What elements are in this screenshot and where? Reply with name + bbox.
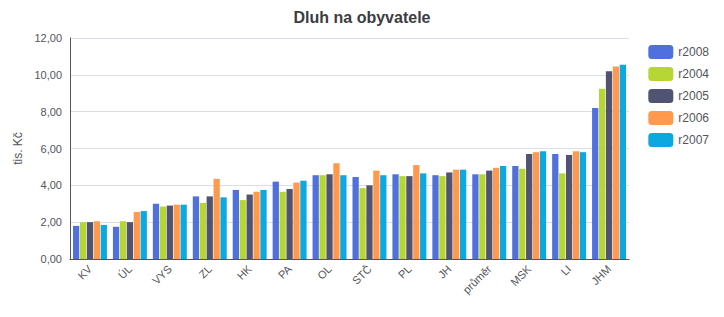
svg-text:r2005: r2005 [678,89,709,103]
svg-text:8,00: 8,00 [41,106,62,118]
svg-text:JHM: JHM [589,263,613,287]
svg-text:r2008: r2008 [678,45,709,59]
svg-text:JH: JH [436,263,454,281]
svg-text:tis. Kč: tis. Kč [11,132,25,165]
svg-text:HK: HK [235,262,255,282]
svg-text:Dluh na obyvatele: Dluh na obyvatele [294,9,431,26]
svg-text:KV: KV [75,262,94,281]
svg-text:LI: LI [558,263,573,278]
svg-text:PL: PL [396,263,414,281]
svg-text:MSK: MSK [508,262,534,288]
svg-text:ZL: ZL [196,263,214,281]
svg-text:r2007: r2007 [678,133,709,147]
svg-text:PA: PA [276,262,295,281]
svg-text:VYS: VYS [150,263,174,287]
svg-text:2,00: 2,00 [41,216,62,228]
svg-text:průměr: průměr [460,263,493,296]
svg-text:r2004: r2004 [678,67,709,81]
svg-text:12,00: 12,00 [34,32,62,44]
svg-text:OL: OL [315,263,334,282]
svg-text:r2006: r2006 [678,111,709,125]
svg-text:4,00: 4,00 [41,179,62,191]
svg-text:6,00: 6,00 [41,143,62,155]
svg-text:STČ: STČ [350,263,374,287]
svg-text:10,00: 10,00 [34,69,62,81]
svg-text:0,00: 0,00 [41,253,62,265]
svg-text:ÚL: ÚL [116,263,134,281]
